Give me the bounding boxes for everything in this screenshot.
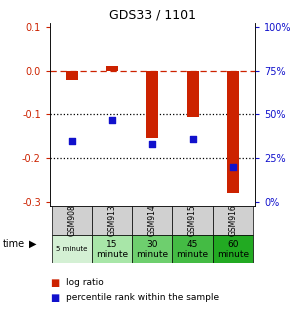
Text: GSM913: GSM913 xyxy=(108,204,117,236)
Text: GSM916: GSM916 xyxy=(228,204,237,236)
Text: minute: minute xyxy=(176,250,209,259)
Text: percentile rank within the sample: percentile rank within the sample xyxy=(66,293,219,302)
Text: time: time xyxy=(3,239,25,249)
Text: 30: 30 xyxy=(146,240,158,249)
Point xyxy=(231,164,235,169)
Text: 5 minute: 5 minute xyxy=(56,246,88,252)
Text: 60: 60 xyxy=(227,240,239,249)
Text: GSM914: GSM914 xyxy=(148,204,157,236)
Bar xyxy=(106,66,118,71)
Bar xyxy=(173,235,213,263)
Bar xyxy=(132,235,173,263)
Bar xyxy=(227,71,239,193)
Text: GSM915: GSM915 xyxy=(188,204,197,236)
Bar xyxy=(66,71,78,80)
Bar xyxy=(132,206,173,235)
Text: ▶: ▶ xyxy=(29,239,37,249)
Bar xyxy=(92,206,132,235)
Text: 15: 15 xyxy=(106,240,118,249)
Text: ■: ■ xyxy=(50,278,59,288)
Text: minute: minute xyxy=(96,250,128,259)
Point xyxy=(69,138,74,143)
Bar xyxy=(213,206,253,235)
Text: GSM908: GSM908 xyxy=(67,204,76,236)
Bar xyxy=(52,235,92,263)
Bar xyxy=(187,71,199,117)
Bar xyxy=(173,206,213,235)
Bar xyxy=(213,235,253,263)
Bar xyxy=(92,235,132,263)
Title: GDS33 / 1101: GDS33 / 1101 xyxy=(109,9,196,22)
Point xyxy=(150,142,155,147)
Text: minute: minute xyxy=(136,250,168,259)
Text: 45: 45 xyxy=(187,240,198,249)
Point xyxy=(190,136,195,142)
Text: minute: minute xyxy=(217,250,249,259)
Point xyxy=(110,117,115,122)
Text: ■: ■ xyxy=(50,293,59,302)
Text: log ratio: log ratio xyxy=(66,278,104,287)
Bar xyxy=(146,71,159,138)
Bar xyxy=(52,206,92,235)
